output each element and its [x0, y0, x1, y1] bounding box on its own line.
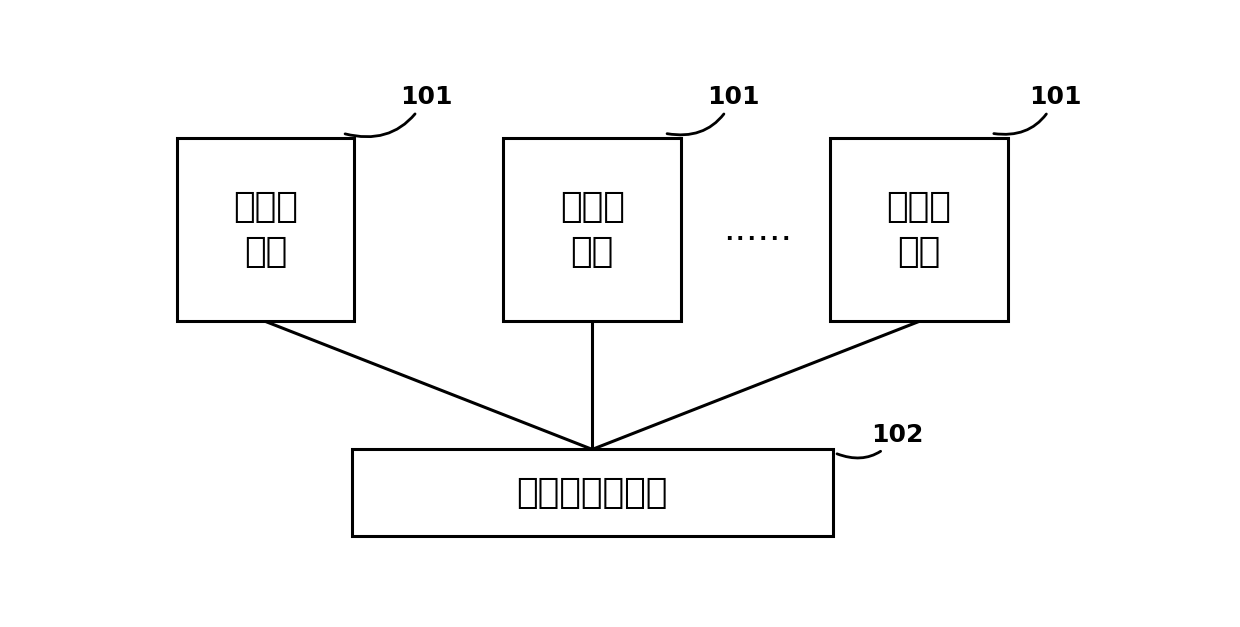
- Text: ......: ......: [723, 213, 792, 247]
- Bar: [503, 138, 681, 322]
- Bar: [352, 450, 832, 536]
- Text: 信号灯控制装置: 信号灯控制装置: [517, 476, 668, 510]
- Text: 感应检
测器: 感应检 测器: [887, 191, 951, 269]
- Bar: [830, 138, 1008, 322]
- Text: 102: 102: [837, 423, 924, 458]
- Text: 101: 101: [345, 85, 453, 137]
- Bar: [176, 138, 355, 322]
- Text: 101: 101: [667, 85, 760, 135]
- Text: 感应检
测器: 感应检 测器: [233, 191, 298, 269]
- Text: 感应检
测器: 感应检 测器: [559, 191, 625, 269]
- Text: 101: 101: [993, 85, 1083, 134]
